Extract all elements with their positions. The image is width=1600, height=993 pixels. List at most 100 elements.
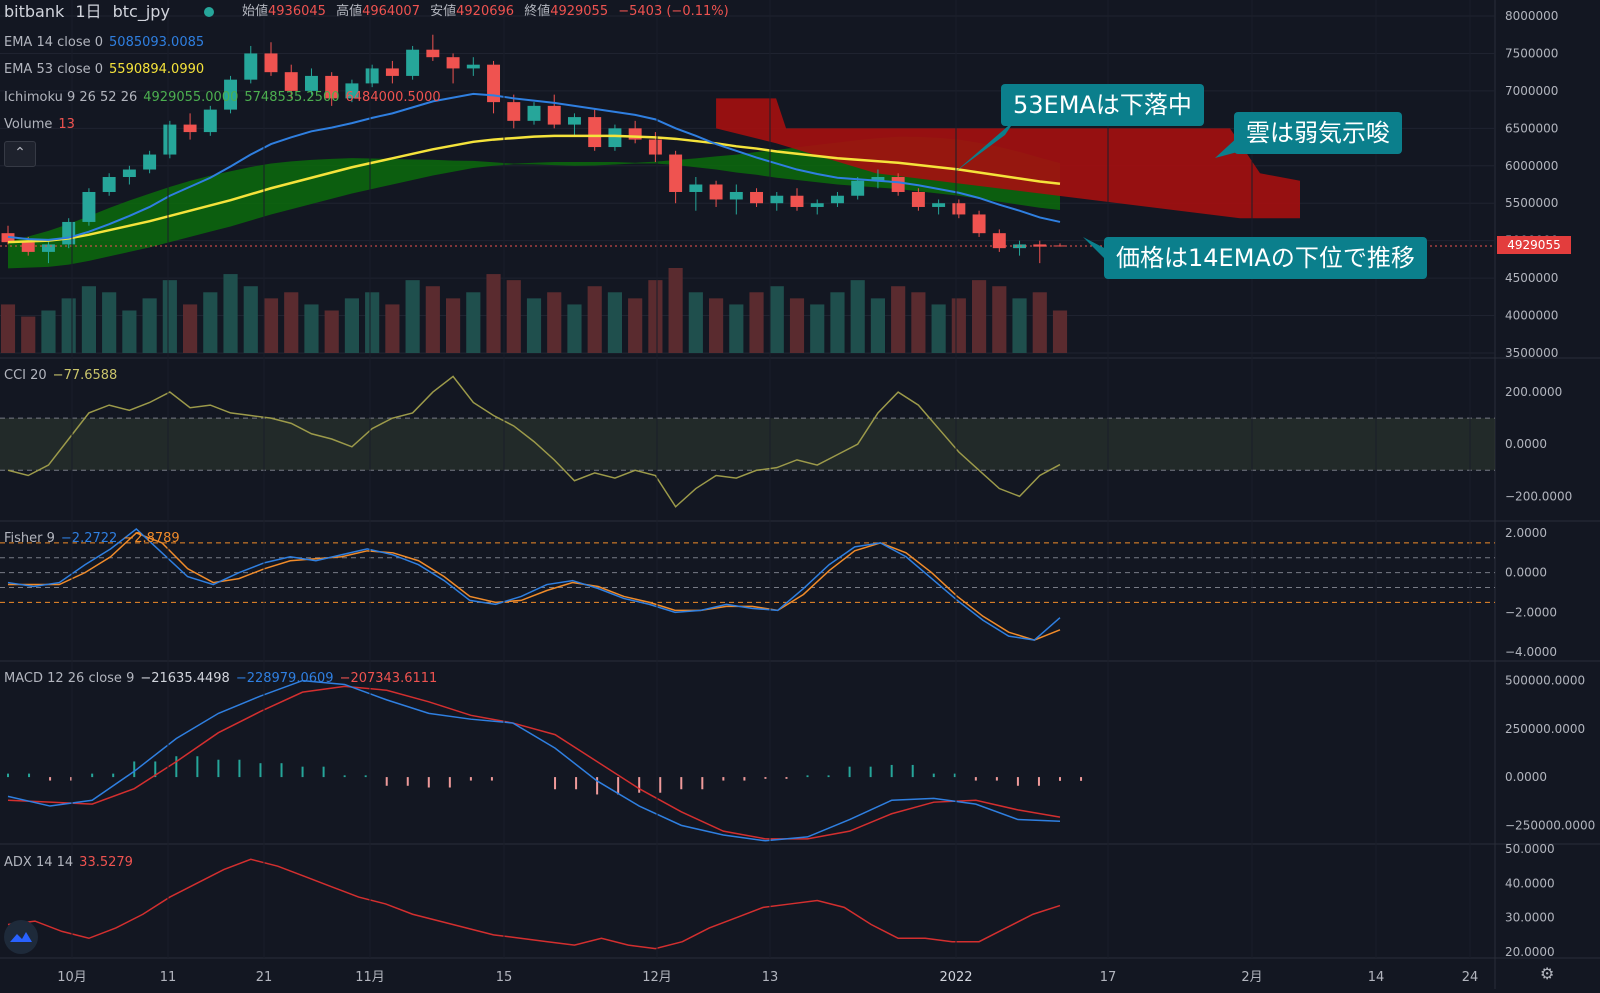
volume-bar [951, 298, 966, 353]
time-tick-label: 14 [1368, 970, 1385, 985]
volume-bar [1012, 298, 1027, 353]
cci-name: CCI 20 [4, 368, 47, 383]
time-tick-label: 12月 [642, 970, 672, 985]
volume-bar [850, 280, 865, 353]
time-tick-label: 11 [160, 970, 177, 985]
candle-body [41, 244, 55, 252]
open-label: 始値 [242, 4, 269, 19]
price-tick-label: 3500000 [1505, 346, 1558, 360]
volume-bar [102, 292, 117, 353]
volume-bar [971, 280, 987, 353]
candle-body [709, 184, 723, 200]
low-value: 4920696 [456, 4, 515, 19]
candle-body [729, 191, 743, 200]
ichimoku-v2: 5748535.2500 [244, 90, 340, 105]
fisher-tick-label: 0.0000 [1505, 566, 1547, 580]
price-tick-label: 6500000 [1505, 121, 1558, 135]
macd-legend[interactable]: MACD 12 26 close 9 −21635.4498 −228979.060… [4, 671, 443, 687]
adx-legend[interactable]: ADX 14 14 33.5279 [4, 855, 139, 871]
ema53-legend[interactable]: EMA 53 close 0 5590894.0990 [4, 62, 210, 78]
volume-bar [344, 298, 360, 353]
price-tick-label: 4000000 [1505, 309, 1558, 323]
volume-bar [365, 292, 380, 353]
price-tick-label: 4500000 [1505, 271, 1558, 285]
volume-name: Volume [4, 117, 53, 132]
volume-bar [729, 304, 744, 353]
ichimoku-name: Ichimoku 9 26 52 26 [4, 90, 138, 105]
candle-body [466, 64, 480, 69]
candle-body [284, 72, 298, 91]
volume-bar [789, 298, 805, 353]
volume-bar [526, 298, 542, 353]
candle-body [1013, 244, 1027, 249]
fisher-line [7, 528, 1061, 641]
time-tick-label: 21 [256, 970, 273, 985]
volume-bar [688, 292, 703, 353]
adx-tick-label: 30.0000 [1505, 911, 1555, 925]
fisher-tick-label: −2.0000 [1505, 605, 1557, 619]
macd-v2: −228979.0609 [235, 671, 334, 686]
volume-legend[interactable]: Volume 13 [4, 117, 81, 133]
macd-line [7, 679, 1061, 842]
last-price-tag: 4929055 [1497, 236, 1571, 254]
macd-tick-label: 250000.0000 [1505, 722, 1585, 736]
candle-body [992, 233, 1006, 249]
candle-body [547, 105, 561, 125]
fisher-legend[interactable]: Fisher 9 −2.2722 −2.8789 [4, 531, 186, 547]
cci-line [7, 375, 1061, 508]
cci-legend[interactable]: CCI 20 −77.6588 [4, 368, 123, 384]
chevron-up-icon[interactable]: ⌃ [4, 141, 36, 167]
ema53-value: 5590894.0990 [109, 62, 205, 77]
fisher-v1: −2.2722 [60, 531, 118, 546]
volume-bar [466, 292, 481, 353]
candle-body [163, 124, 177, 155]
volume-bar [648, 280, 663, 353]
candle-body [608, 128, 622, 148]
candle-body [325, 75, 339, 99]
high-label: 高値 [336, 4, 363, 19]
candle-body [770, 195, 784, 204]
time-tick-label: 15 [496, 970, 513, 985]
volume-bar [0, 304, 16, 353]
price-tick-label: 8000000 [1505, 9, 1558, 23]
candle-body [830, 195, 844, 204]
high-value: 4964007 [362, 4, 420, 19]
ema14-legend[interactable]: EMA 14 close 0 5085093.0085 [4, 35, 210, 51]
time-tick-label: 13 [762, 970, 779, 985]
volume-bar [1052, 310, 1068, 353]
price-tick-label: 6000000 [1505, 159, 1558, 173]
candle-body [952, 203, 966, 215]
volume-bar [810, 304, 825, 353]
settings-gear-icon[interactable]: ⚙ [1540, 964, 1555, 983]
volume-bar [243, 286, 258, 353]
cci-tick-label: −200.0000 [1505, 489, 1572, 503]
symbol-name: btc_jpy [112, 2, 170, 21]
candle-body [304, 75, 318, 91]
adx-name: ADX 14 14 [4, 855, 74, 870]
volume-bar [445, 298, 461, 353]
volume-bar [870, 298, 886, 353]
macd-v3: −207343.6111 [339, 671, 438, 686]
volume-bar [1032, 292, 1047, 353]
ema53-line [7, 134, 1061, 244]
fisher-tick-label: −4.0000 [1505, 645, 1557, 659]
candle-body [750, 191, 764, 204]
candle-body [487, 64, 501, 103]
ema14-name: EMA 14 close 0 [4, 35, 104, 50]
candle-body [851, 180, 865, 196]
volume-bar [223, 274, 238, 353]
candle-body [1033, 244, 1047, 247]
symbol-legend: bitbank 1日 btc_jpy [4, 4, 176, 20]
candle-body [224, 79, 238, 110]
ohlc-legend: 始値4936045 高値4964007 安値4920696 終値4929055 … [242, 4, 735, 20]
candle-body [122, 169, 136, 178]
tradingview-logo-icon[interactable] [4, 920, 38, 954]
cci-band [0, 418, 1495, 471]
volume-bar [425, 286, 440, 353]
ichimoku-legend[interactable]: Ichimoku 9 26 52 26 4929055.0000 5748535.2… [4, 90, 447, 106]
volume-bar [81, 286, 97, 353]
change-value: −5403 (−0.11%) [618, 4, 729, 19]
candle-body [426, 49, 440, 58]
candle-body [790, 195, 804, 207]
